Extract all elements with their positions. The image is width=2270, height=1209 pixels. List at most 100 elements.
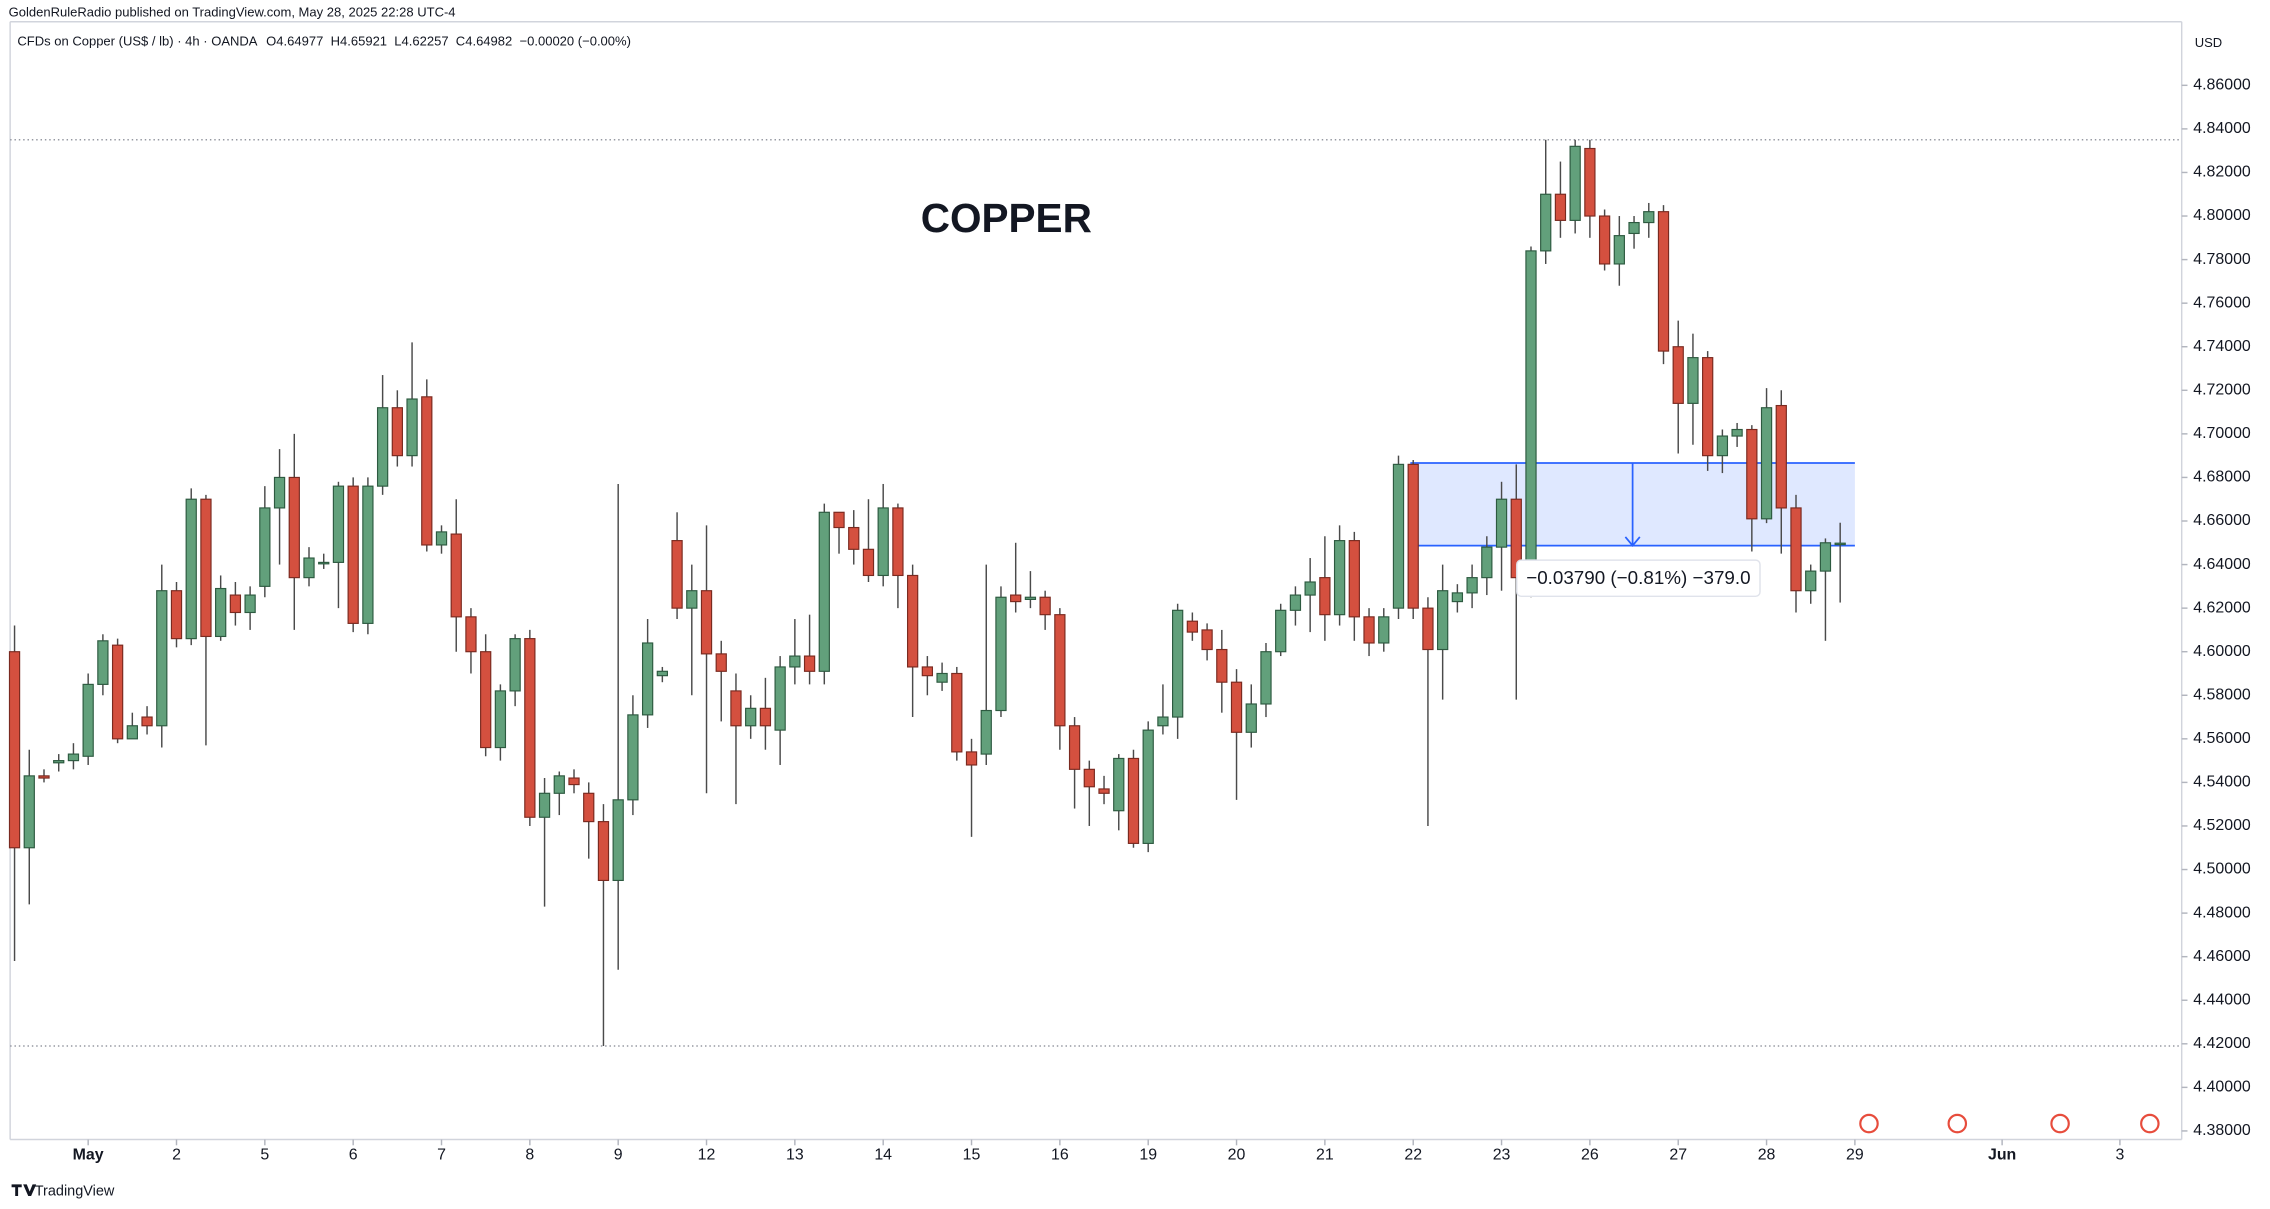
candle-body — [1304, 581, 1316, 596]
x-tick-label: 6 — [349, 1147, 358, 1164]
candle-body — [215, 587, 227, 638]
y-tick-label: 4.68000 — [2193, 469, 2251, 486]
x-tick-label: 14 — [874, 1147, 892, 1164]
candle-body — [1230, 681, 1243, 733]
chart-title: COPPER — [921, 195, 1092, 241]
candle-body — [170, 590, 183, 640]
candle-body — [641, 642, 654, 716]
candle-body — [597, 821, 610, 882]
candle-body — [273, 476, 286, 509]
candle-body — [1481, 546, 1493, 579]
candle-body — [1407, 463, 1419, 609]
candle-body — [1437, 590, 1449, 651]
x-tick-label: 9 — [614, 1147, 623, 1164]
candle-body — [1127, 757, 1140, 844]
candle-body — [1039, 596, 1051, 616]
candle-body — [82, 683, 94, 757]
event-flag[interactable] — [1947, 1113, 1968, 1134]
y-tick-label: 4.78000 — [2193, 251, 2251, 268]
symbol-info: CFDs on Copper (US$ / lb) · 4h · OANDA — [17, 33, 257, 48]
candle-body — [318, 561, 330, 565]
candle-body — [1319, 577, 1331, 616]
candle-body — [980, 709, 992, 755]
candle-body — [1702, 357, 1714, 457]
candle-body — [759, 707, 772, 727]
candle-body — [97, 640, 109, 685]
x-tick-label: 22 — [1404, 1147, 1422, 1164]
candle-body — [1746, 428, 1758, 520]
y-tick-label: 4.44000 — [2193, 991, 2251, 1008]
event-flag[interactable] — [2050, 1113, 2070, 1134]
candle-body — [553, 775, 565, 794]
candle-body — [435, 531, 448, 546]
candle-body — [524, 638, 536, 818]
candle-body — [951, 672, 963, 753]
candle-body — [1348, 540, 1360, 618]
ohlc-value: −0.00020 (−0.00%) — [520, 33, 631, 48]
candle-body — [156, 590, 168, 727]
event-flag[interactable] — [1859, 1113, 1879, 1134]
candle-body — [1333, 540, 1346, 616]
y-tick-label: 4.38000 — [2193, 1122, 2251, 1139]
candle-body — [1216, 648, 1228, 683]
x-tick-label: 23 — [1493, 1147, 1511, 1164]
candle-body — [1068, 725, 1081, 770]
candle-body — [244, 594, 256, 614]
y-tick-label: 4.84000 — [2193, 120, 2251, 137]
candle-body — [67, 753, 80, 762]
x-tick-label: 29 — [1846, 1147, 1864, 1164]
candle-body — [538, 792, 551, 818]
candle-body — [1083, 768, 1095, 788]
flag-icons — [1859, 1113, 2160, 1134]
overlay-layer: −0.03790 (−0.81%) −379.0 — [1516, 559, 1761, 598]
x-tick-label: 12 — [698, 1147, 716, 1164]
y-tick-label: 4.74000 — [2193, 338, 2251, 355]
candle-body — [141, 716, 153, 727]
x-tick-label: 21 — [1316, 1147, 1334, 1164]
x-tick-label: 20 — [1228, 1147, 1246, 1164]
grid-layer: 4.38000 4.40000 4.42000 4.44000 4.46000 4.480… — [10, 77, 2251, 1164]
candle-body — [1378, 616, 1390, 644]
candle-body — [715, 653, 727, 672]
candle-body — [1451, 592, 1464, 603]
candle-body — [1819, 542, 1832, 572]
y-tick-label: 4.86000 — [2193, 77, 2251, 94]
x-tick-label: 2 — [172, 1147, 181, 1164]
candle-body — [848, 526, 860, 550]
x-tick-label: May — [73, 1147, 104, 1164]
candle-body — [1540, 193, 1552, 252]
candle-body — [1363, 616, 1375, 644]
y-tick-label: 4.70000 — [2193, 425, 2251, 442]
y-tick-label: 4.52000 — [2193, 817, 2251, 834]
candle-body — [862, 548, 875, 577]
candle-body — [921, 666, 934, 677]
candle-body — [1260, 651, 1272, 705]
y-tick-label: 4.46000 — [2193, 948, 2251, 965]
event-flag[interactable] — [2140, 1113, 2160, 1134]
x-tick-label: 5 — [260, 1147, 269, 1164]
candle-body — [833, 511, 845, 529]
candle-body — [1554, 193, 1567, 221]
candle-body — [23, 775, 35, 849]
candle-body — [936, 672, 948, 683]
candle-body — [1245, 703, 1257, 733]
candle-body — [303, 557, 315, 579]
candle-body — [421, 396, 433, 546]
y-tick-label: 4.64000 — [2193, 556, 2251, 573]
candle-body — [1186, 620, 1199, 633]
candle-body — [480, 651, 492, 749]
candle-body — [1010, 594, 1022, 603]
candle-body — [656, 670, 668, 677]
logo-icon — [11, 1184, 37, 1196]
candle-body — [730, 690, 742, 727]
candle-body — [1466, 577, 1478, 594]
candle-body — [1805, 570, 1817, 592]
candle-body — [583, 792, 595, 823]
candle-body — [1201, 629, 1213, 651]
x-tick-label: 28 — [1758, 1147, 1776, 1164]
candle-body — [509, 638, 521, 692]
y-tick-label: 4.54000 — [2193, 774, 2251, 791]
